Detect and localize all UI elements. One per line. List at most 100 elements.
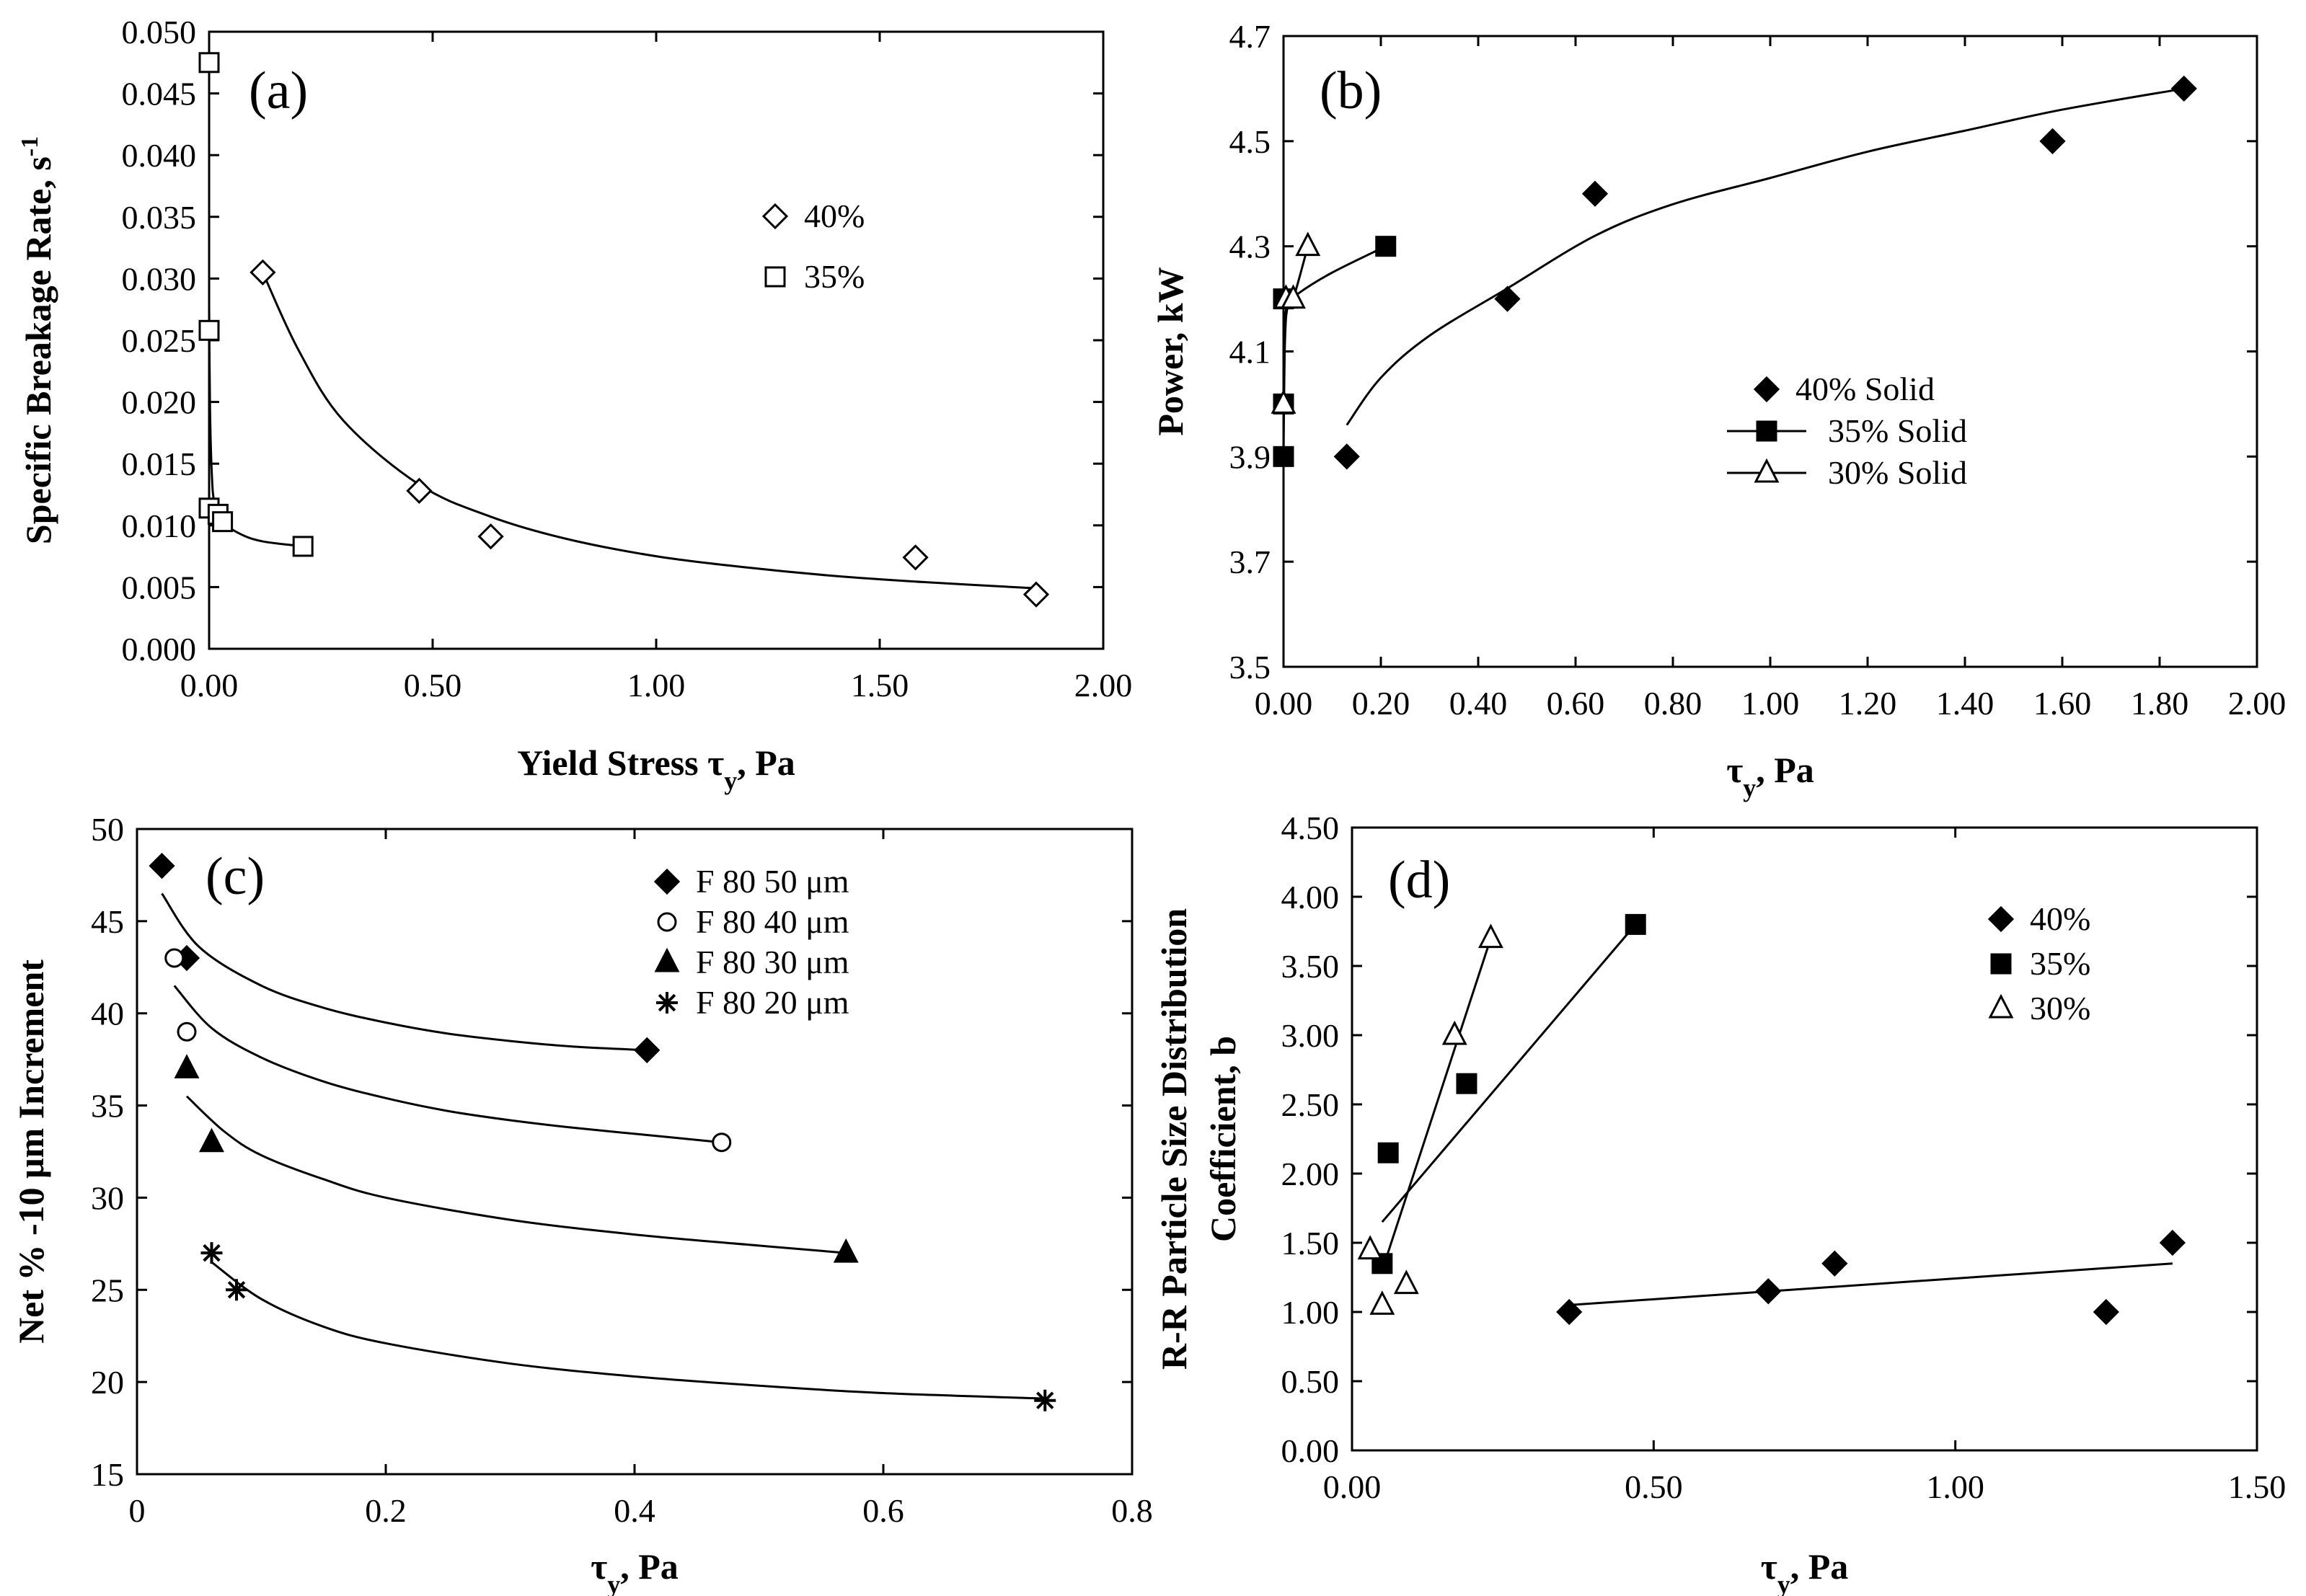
panel-d-xtick-label: 0.00 — [1323, 1468, 1382, 1505]
panel-a-series-0 — [249, 259, 1050, 608]
panel-c-ytick-label: 15 — [91, 1456, 124, 1493]
panel-b-legend-label: 40% Solid — [1795, 371, 1935, 407]
panel-d-ytick-label: 2.50 — [1281, 1086, 1340, 1123]
panel-b-xtick-label: 1.40 — [1936, 685, 1994, 722]
panel-c-series-2-curve — [185, 1095, 847, 1254]
panel-c-series-3-curve — [211, 1261, 1046, 1400]
panel-c-legend-item: F 80 20 μm — [656, 984, 849, 1021]
panel-a-series-1-point — [212, 511, 234, 533]
panel-d-series-0-point — [1821, 1250, 1848, 1277]
panel-c-legend-item: F 80 50 μm — [653, 863, 849, 900]
panel-b-xtick-label: 2.00 — [2228, 685, 2287, 722]
panel-c-series-3-point — [226, 1279, 247, 1301]
panel-b-ytick-label: 3.7 — [1229, 544, 1271, 580]
panel-c-series-0-curve — [161, 892, 648, 1052]
panel-b-ytick-label: 3.9 — [1229, 438, 1271, 475]
panel-d-frame — [1351, 826, 2258, 1452]
panel-d-ytick-label: 0.00 — [1281, 1432, 1340, 1469]
panel-d-xtick-label: 1.50 — [2228, 1468, 2287, 1505]
panel-a-xtick-label: 0.50 — [404, 667, 462, 704]
panel-d-legend-label: 30% — [2030, 990, 2090, 1027]
panel-a-ytick-label: 0.010 — [122, 507, 197, 544]
panel-a-legend-item: 40% — [761, 198, 865, 234]
panel-b-ytick-label: 4.1 — [1229, 334, 1271, 371]
panel-d-series-1-point — [1625, 913, 1646, 935]
panel-a-ytick-label: 0.040 — [122, 137, 197, 174]
panel-b-xtick-label: 0.40 — [1449, 685, 1508, 722]
panel-c-series-1-point — [712, 1132, 732, 1153]
panel-b-legend-item: 35% Solid — [1727, 412, 1967, 449]
panel-d-series-2-point — [1357, 1235, 1383, 1260]
panel-b-xtick-label: 1.20 — [1839, 685, 1897, 722]
panel-c-series-2 — [174, 1054, 859, 1263]
panel-a-series-0-point — [477, 523, 504, 550]
panel-c-label: (c) — [206, 847, 265, 906]
panel-c-xtick-label: 0 — [129, 1492, 146, 1529]
panel-b-series-0-curve — [1346, 87, 2185, 426]
panel-c-series-0-point — [149, 853, 175, 879]
panel-a-xtick-label: 1.50 — [851, 667, 909, 704]
panel-b-series-0-point — [2039, 128, 2066, 154]
panel-b-series-2-point — [1281, 284, 1306, 309]
panel-d-legend-marker — [1990, 953, 2012, 975]
panel-d-ytick-label: 0.50 — [1281, 1363, 1340, 1400]
panel-d-series-0-curve — [1569, 1262, 2173, 1306]
panel-d-series-0-point — [2093, 1298, 2119, 1326]
panel-c-series-2-point — [199, 1127, 224, 1153]
panel-b-label: (b) — [1320, 61, 1382, 120]
panel-d-legend-marker — [1988, 993, 2014, 1019]
panel-d-legend-item: 35% — [1990, 945, 2090, 982]
panel-c-ylabel: Net % -10 μm Increment — [11, 959, 51, 1344]
panel-a-xtick-label: 2.00 — [1074, 667, 1133, 704]
panel-b-frame — [1282, 35, 2258, 668]
panel-b-series-2-curve — [1282, 246, 1309, 404]
panel-c-legend-item: F 80 40 μm — [657, 903, 849, 940]
panel-c-series-1-point — [164, 948, 185, 968]
panel-a-ytick-label: 0.045 — [122, 76, 197, 112]
panel-b-series-0 — [1333, 75, 2197, 470]
panel-a-xlabel: Yield Stress τy, Pa — [517, 742, 795, 795]
panel-d-ytick-label: 2.00 — [1281, 1156, 1340, 1192]
panel-d-legend-label: 35% — [2030, 945, 2090, 982]
panel-a-legend-item: 35% — [764, 258, 865, 295]
panel-d-ytick-label: 4.50 — [1281, 810, 1340, 846]
panel-d-series-2-point — [1369, 1290, 1395, 1315]
panel-d-ytick-label: 4.00 — [1281, 879, 1340, 916]
panel-d-series-2-point — [1441, 1020, 1467, 1045]
panel-d-xtick-label: 0.50 — [1625, 1468, 1683, 1505]
panel-a-legend-label: 35% — [804, 258, 865, 295]
panel-a-ytick-label: 0.020 — [122, 384, 197, 421]
panel-b-series-0-point — [2170, 75, 2197, 102]
panel-b-xtick-label: 0.60 — [1547, 685, 1605, 722]
panel-d-series-2-curve — [1381, 938, 1492, 1271]
panel-c-legend-label: F 80 30 μm — [696, 944, 849, 980]
panel-d-series-2-point — [1393, 1269, 1419, 1295]
panel-d-series-0 — [1556, 1229, 2186, 1326]
panel-b-series-2 — [1271, 231, 1321, 414]
panel-a-ytick-label: 0.000 — [122, 631, 197, 668]
panel-b-legend-marker — [1754, 458, 1780, 483]
panel-b-series-2-point — [1295, 231, 1321, 257]
panel-a-ytick-label: 0.050 — [122, 14, 197, 50]
panel-d-ytick-label: 1.00 — [1281, 1294, 1340, 1331]
panel-c-xlabel: τy, Pa — [591, 1546, 679, 1596]
panel-a-ylabel: Specific Breakage Rate, s-1 — [17, 136, 59, 544]
panel-a-series-1-point — [292, 536, 314, 557]
panel-a-ytick-label: 0.015 — [122, 445, 197, 482]
panel-d-series-0-point — [1556, 1298, 1583, 1326]
panel-d-xlabel: τy, Pa — [1761, 1546, 1849, 1596]
panel-d-label: (d) — [1388, 851, 1450, 910]
panel-d-series-1-curve — [1381, 923, 1637, 1223]
panel-c-xtick-label: 0.2 — [365, 1492, 407, 1529]
panel-c-legend-label: F 80 40 μm — [696, 903, 849, 940]
panel-b-legend-label: 35% Solid — [1828, 412, 1967, 449]
panel-a-series-1-point — [198, 52, 220, 74]
panel-a-legend-marker — [764, 266, 786, 288]
panel-b-xtick-label: 0.80 — [1644, 685, 1702, 722]
panel-b-ytick-label: 4.7 — [1229, 18, 1271, 55]
panel-c-ytick-label: 45 — [91, 903, 124, 940]
panel-c-series-1-curve — [173, 985, 722, 1144]
panel-c-legend-label: F 80 50 μm — [696, 863, 849, 900]
panel-a-ytick-label: 0.030 — [122, 260, 197, 297]
panel-b-ytick-label: 4.3 — [1229, 229, 1271, 265]
